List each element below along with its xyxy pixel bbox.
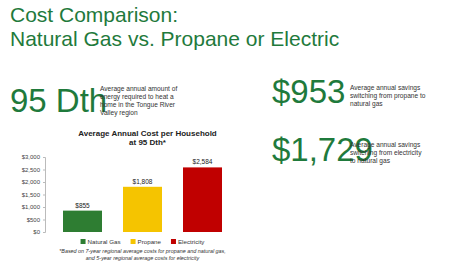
bars [63, 167, 222, 232]
chart-title: Average Annual Cost per Household [78, 129, 217, 138]
tick: $3,000 [22, 154, 45, 160]
data-labels: $855 $1,808 $2,584 [75, 158, 213, 208]
stat-description: switching from propane to [350, 92, 426, 100]
tick-mark [43, 170, 45, 171]
tick-mark [43, 220, 45, 221]
tick: $500 [27, 217, 45, 223]
tick-label: $1,500 [22, 192, 41, 198]
tick-label: $1,000 [22, 204, 41, 210]
bar [183, 167, 222, 232]
data-label: $2,584 [193, 158, 213, 165]
tick: $2,000 [22, 179, 45, 185]
stat-description: switching from electricity [350, 149, 422, 157]
page-title: Natural Gas vs. Propane or Electric [10, 27, 339, 50]
stat-value: 95 Dth [10, 82, 107, 119]
data-label: $855 [75, 202, 90, 209]
legend-swatch [131, 239, 136, 244]
stat-description: Average annual savings [350, 84, 421, 92]
stat-description: energy required to heat a [100, 93, 174, 101]
bar [63, 211, 102, 232]
tick: $1,000 [22, 204, 45, 210]
bar [123, 187, 162, 232]
tick-mark [43, 232, 45, 233]
legend-swatch [171, 239, 176, 244]
legend-item: Natural Gas [81, 238, 121, 245]
y-axis: $0 $500 $1,000 $1,500 $2,000 $2,500 $3,000 [22, 154, 46, 235]
legend-swatch [81, 239, 86, 244]
legend-item: Propane [131, 238, 162, 245]
page-title: Cost Comparison: [10, 3, 178, 26]
footnote: *Based on 7-year regional average costs … [59, 248, 226, 254]
tick-mark [43, 157, 45, 158]
chart-title: at 95 Dth* [129, 138, 167, 147]
tick-label: $2,000 [22, 179, 41, 185]
infographic: Cost Comparison:Natural Gas vs. Propane … [0, 0, 474, 266]
legend-label: Propane [138, 238, 162, 245]
tick-mark [43, 195, 45, 196]
legend-item: Electricity [171, 238, 205, 245]
tick: $1,500 [22, 192, 45, 198]
stat-description: Average annual savings [350, 141, 421, 149]
stat-description: Average annual amount of [100, 85, 177, 93]
stat-description: Valley region [100, 109, 138, 117]
stat-value: $953 [272, 73, 345, 110]
tick-label: $0 [33, 229, 40, 235]
tick: $0 [33, 229, 45, 235]
tick-label: $3,000 [22, 154, 41, 160]
tick-mark [43, 182, 45, 183]
axis-line [43, 158, 46, 233]
stat-description: home in the Tongue River [100, 101, 176, 109]
tick-mark [43, 207, 45, 208]
footnote: and 5-year regional average costs for el… [86, 255, 200, 261]
legend-label: Natural Gas [88, 238, 121, 245]
stat-description: natural gas [350, 100, 383, 108]
stat-description: to natural gas [350, 157, 391, 165]
data-label: $1,808 [133, 178, 153, 185]
tick-label: $500 [27, 217, 41, 223]
legend-label: Electricity [178, 238, 205, 245]
legend: Natural Gas Propane Electricity [81, 238, 206, 245]
tick-label: $2,500 [22, 167, 41, 173]
tick: $2,500 [22, 167, 45, 173]
